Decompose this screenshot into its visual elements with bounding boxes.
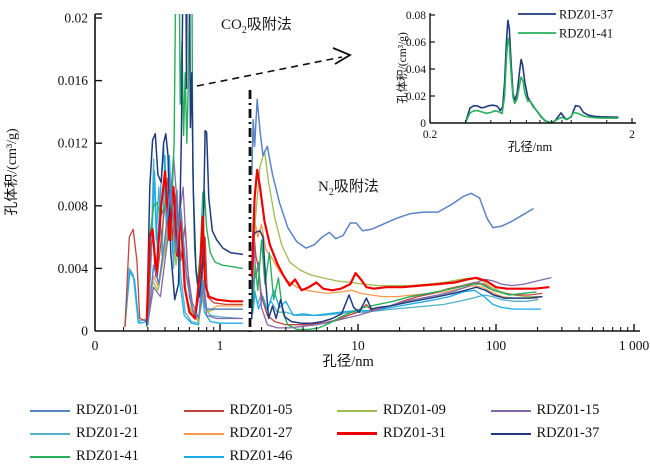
figure-legend: RDZ01-01 RDZ01-05 RDZ01-09 RDZ01-15 RDZ01-21… [30,399,636,468]
main-y-tick-label: 0.004 [58,261,89,276]
inset-y-tick-label: 0 [420,118,426,130]
main-y-tick-label: 0.008 [58,198,89,213]
series-RDZ01-15-n2-branch [251,239,552,329]
inset-pointer-arrowhead [332,47,352,65]
legend-label: RDZ01-31 [383,425,446,441]
legend-swatch-RDZ01-27 [183,432,224,435]
legend-label: RDZ01-46 [229,448,293,464]
legend-swatch-RDZ01-01 [30,409,70,412]
legend-item-RDZ01-15: RDZ01-15 [490,399,637,422]
inset-y-tick-label: 0.06 [406,37,426,49]
inset-x-tick-label: 2 [629,129,635,141]
legend-label: RDZ01-01 [76,402,139,418]
legend-swatch-RDZ01-21 [30,432,70,435]
legend-label: RDZ01-21 [76,425,139,441]
legend-item-RDZ01-31: RDZ01-31 [337,422,483,445]
legend-item-RDZ01-27: RDZ01-27 [183,422,330,445]
series-RDZ01-05-co2-branch [124,176,243,327]
co2-annotation-rest: 吸附法 [246,17,292,33]
legend-swatch-RDZ01-41 [30,455,70,458]
series-RDZ01-37-co2-branch [464,19,619,124]
n2-annotation-rest: 吸附法 [333,179,379,195]
legend-item-RDZ01-37: RDZ01-37 [490,422,637,445]
legend-swatch-RDZ01-05 [183,409,224,412]
n2-annotation-text: N [318,179,329,195]
legend-label: RDZ01-41 [76,448,139,464]
legend-swatch-RDZ01-15 [490,409,531,412]
legend-item-RDZ01-41: RDZ01-41 [30,445,176,468]
series-RDZ01-37-n2-branch [251,230,543,324]
main-x-tick-label: 100 [486,338,507,353]
series-RDZ01-31-n2-branch [250,168,550,292]
series-RDZ01-01-co2-branch [147,186,244,326]
inset-y-tick-label: 0.04 [406,64,426,76]
series-RDZ01-05-n2-branch [251,233,543,326]
main-x-tick-label: 1 000 [619,338,650,353]
inset-y-tick-label: 0.02 [406,91,426,103]
co2-adsorption-annotation: CO2吸附法 [221,13,292,36]
legend-item-RDZ01-21: RDZ01-21 [30,422,176,445]
series-RDZ01-09-n2-branch [251,150,539,298]
legend-item-RDZ01-46: RDZ01-46 [183,445,330,468]
legend-label: RDZ01-27 [229,425,293,441]
inset-y-axis-title: 孔体积/(cm³/g) [395,32,409,104]
legend-label: RDZ01-15 [536,402,600,418]
legend-label: RDZ01-37 [536,425,600,441]
series-RDZ01-01-n2-branch [251,98,534,249]
legend-item-RDZ01-09: RDZ01-09 [337,399,483,422]
main-x-tick-label: 0 [92,338,99,353]
main-y-axis-title: 孔体积/(cm³/g) [4,128,20,216]
co2-annotation-sub: 2 [241,25,247,36]
n2-annotation-sub: 2 [328,187,334,198]
legend-swatch-RDZ01-37 [490,432,531,435]
series-RDZ01-37-co2-branch [146,14,244,326]
series-RDZ01-46-n2-branch [251,289,542,317]
legend-label: RDZ01-09 [383,402,446,418]
series-RDZ01-41-co2-branch [146,14,244,327]
series-RDZ01-41-n2-branch [251,239,537,331]
inset-legend-label-RDZ01-41: RDZ01-41 [559,27,613,41]
n2-adsorption-annotation: N2吸附法 [318,175,379,198]
chart-canvas: 0 0.004 0.008 0.012 0.016 0.02 0 1 10 100 1 000 孔径/… [4,8,650,371]
main-y-tick-label: 0.02 [64,11,88,26]
main-y-tick-label: 0.016 [58,73,89,88]
legend-swatch-RDZ01-46 [183,455,224,458]
legend-label: RDZ01-05 [229,402,293,418]
co2-annotation-text: CO [221,17,242,33]
inset-legend-label-RDZ01-37: RDZ01-37 [559,8,613,22]
legend-swatch-RDZ01-31 [337,432,377,435]
inset-x-axis-title: 孔径/nm [508,140,553,154]
inset-pointer-arrow [196,56,343,87]
series-RDZ01-15-co2-branch [147,155,243,324]
inset-x-tick-label: 0.2 [423,129,438,141]
legend-item-RDZ01-05: RDZ01-05 [183,399,330,422]
main-x-tick-label: 10 [351,338,365,353]
legend-item-RDZ01-01: RDZ01-01 [30,399,176,422]
legend-swatch-RDZ01-09 [337,409,377,412]
inset-y-tick-label: 0.08 [406,10,426,22]
main-y-tick-label: 0 [81,324,88,339]
main-y-tick-label: 0.012 [58,136,88,151]
series-RDZ01-41-co2-branch [464,37,619,124]
main-x-axis-title: 孔径/nm [322,353,374,370]
series-RDZ01-31-co2-branch [145,170,244,320]
main-x-tick-label: 1 [217,338,224,353]
